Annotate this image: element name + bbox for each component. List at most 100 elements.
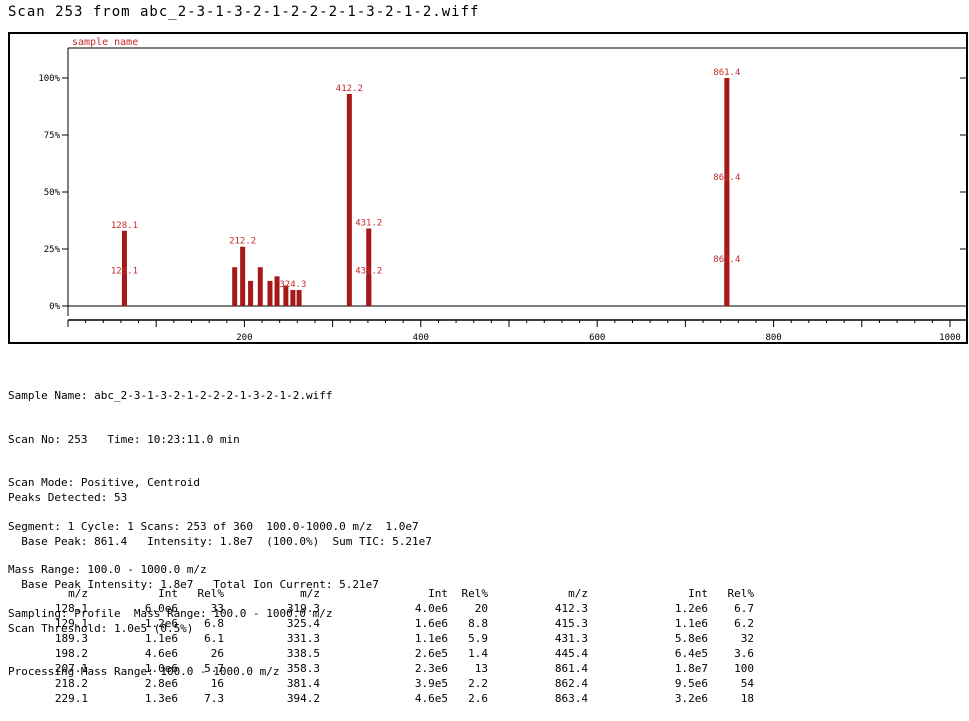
info-line: Scan Mode: Positive, Centroid	[8, 476, 201, 489]
peak-label: 212.2	[229, 237, 256, 247]
table-cell: 4.0e6	[414, 602, 448, 615]
table-cell: 1.1e6	[674, 617, 708, 630]
table-cell: 128.1	[54, 602, 88, 615]
table-cell: 5.8e6	[674, 632, 708, 645]
table-cell: 863.4	[554, 692, 588, 705]
col-header-mz: m/z	[68, 587, 88, 600]
x-tick-label: 400	[413, 333, 429, 342]
peak-label: 431.2	[355, 218, 382, 228]
col-header-mz: m/z	[568, 587, 588, 600]
table-row: 129.1 1.2e6 6.8 325.4 1.6e6 8.8 415.3 1.1e6 6.2	[8, 616, 754, 631]
table-cell: 1.3e6	[144, 692, 178, 705]
chart-subtitle: sample name	[72, 37, 138, 48]
table-cell: 5.9	[468, 632, 488, 645]
peak-bar	[366, 228, 372, 306]
table-cell: 2.8e6	[144, 677, 178, 690]
info-line: Sample Name: abc_2-3-1-3-2-1-2-2-2-1-3-2…	[8, 389, 333, 402]
table-row: 198.2 4.6e6 26 338.5 2.6e5 1.4 445.4 6.4e5 3.6	[8, 646, 754, 661]
col-header-int: Int	[688, 587, 708, 600]
peak-bar	[248, 280, 254, 306]
table-cell: 319.3	[286, 602, 320, 615]
table-header-row: m/z Int Rel% m/z Int Rel% m/z Int Rel%	[8, 586, 754, 601]
col-header-rel: Rel%	[461, 587, 489, 600]
spectrum-svg: sample name 100% 75% 50% 25% 0% 200 400 600 800 10…	[38, 37, 966, 342]
table-cell: 415.3	[554, 617, 588, 630]
table-cell: 229.1	[54, 692, 88, 705]
table-cell: 861.4	[554, 662, 588, 675]
table-cell: 1.2e6	[144, 617, 178, 630]
table-cell: 6.7	[734, 602, 754, 615]
peak-bar	[121, 276, 127, 306]
peak-bar	[346, 93, 352, 307]
col-header-int: Int	[158, 587, 178, 600]
y-tick-label: 50%	[44, 188, 61, 198]
x-tick-label: 200	[236, 333, 252, 342]
table-cell: 412.3	[554, 602, 588, 615]
peak-label: 863.4	[713, 255, 740, 265]
table-cell: 18	[740, 692, 754, 705]
table-row: 128.1 6.0e6 33 319.3 4.0e6 20 412.3 1.2e6 6.7	[8, 601, 754, 616]
table-row: 207.1 1.0e6 5.7 358.3 2.3e6 13 861.4 1.8e7 100	[8, 661, 754, 676]
table-cell: 862.4	[554, 677, 588, 690]
table-cell: 1.8e7	[674, 662, 708, 675]
x-tick-label: 600	[589, 333, 605, 342]
table-cell: 1.6e6	[414, 617, 448, 630]
table-cell: 33	[210, 602, 224, 615]
table-cell: 8.8	[468, 617, 488, 630]
table-cell: 325.4	[286, 617, 320, 630]
info-line: Sampling: Profile Mass Range: 100.0 - 10…	[8, 606, 333, 620]
table-cell: 331.3	[286, 632, 320, 645]
peak-label: 324.3	[279, 280, 306, 290]
table-cell: 20	[474, 602, 488, 615]
peak-label: 431.2	[355, 266, 382, 276]
peak-bar	[724, 182, 730, 306]
x-tick-label: 1000	[939, 333, 961, 342]
table-cell: 6.4e5	[674, 647, 708, 660]
peak-bar	[240, 246, 246, 306]
peak-bar	[366, 276, 372, 306]
table-cell: 2.6e5	[414, 647, 448, 660]
table-cell: 358.3	[286, 662, 320, 675]
peak-bar	[296, 290, 302, 306]
table-cell: 26	[210, 647, 224, 660]
table-cell: 2.2	[468, 677, 488, 690]
peak-bar	[274, 276, 280, 306]
peak-bar	[232, 267, 238, 306]
peak-bar	[283, 285, 289, 306]
info-line: Mass Range: 100.0 - 1000.0 m/z	[8, 563, 207, 576]
table-cell: 394.2	[286, 692, 320, 705]
summary-line: Processing Mass Range: 100.0 - 1000.0 m/…	[8, 665, 280, 678]
peak-bar	[267, 280, 273, 306]
table-cell: 6.8	[204, 617, 224, 630]
table-cell: 198.2	[54, 647, 88, 660]
table-cell: 431.3	[554, 632, 588, 645]
peak-list-table: m/z Int Rel% m/z Int Rel% m/z Int Rel% 1…	[8, 556, 754, 721]
table-cell: 207.1	[54, 662, 88, 675]
col-header-rel: Rel%	[197, 587, 225, 600]
summary-line: Base Peak: 861.4 Intensity: 1.8e7 (100.0…	[8, 534, 432, 548]
peak-label: 128.1	[111, 221, 138, 231]
table-cell: 9.5e6	[674, 677, 708, 690]
table-cell: 6.0e6	[144, 602, 178, 615]
summary-line: Peaks Detected: 53	[8, 491, 128, 504]
table-cell: 3.2e6	[674, 692, 708, 705]
table-cell: 6.2	[734, 617, 754, 630]
peak-bar	[121, 230, 127, 306]
y-tick-label: 75%	[44, 131, 61, 141]
col-header-mz: m/z	[300, 587, 320, 600]
table-cell: 6.1	[204, 632, 224, 645]
table-cell: 4.6e6	[144, 647, 178, 660]
peak-bar	[257, 267, 263, 306]
info-line: Segment: 1 Cycle: 1 Scans: 253 of 360 10…	[8, 519, 419, 533]
col-header-rel: Rel%	[727, 587, 755, 600]
y-tick-label: 0%	[49, 302, 60, 312]
col-header-int: Int	[428, 587, 448, 600]
scan-title: Scan 253 from abc_2-3-1-3-2-1-2-2-2-1-3-…	[8, 4, 480, 20]
table-cell: 5.7	[204, 662, 224, 675]
table-cell: 7.3	[204, 692, 224, 705]
table-row: 229.1 1.3e6 7.3 394.2 4.6e5 2.6 863.4 3.2e6 18	[8, 691, 754, 706]
table-row: 218.2 2.8e6 16 381.4 3.9e5 2.2 862.4 9.5e6 54	[8, 676, 754, 691]
peak-label: 862.4	[713, 173, 740, 183]
table-cell: 1.0e6	[144, 662, 178, 675]
table-cell: 129.1	[54, 617, 88, 630]
